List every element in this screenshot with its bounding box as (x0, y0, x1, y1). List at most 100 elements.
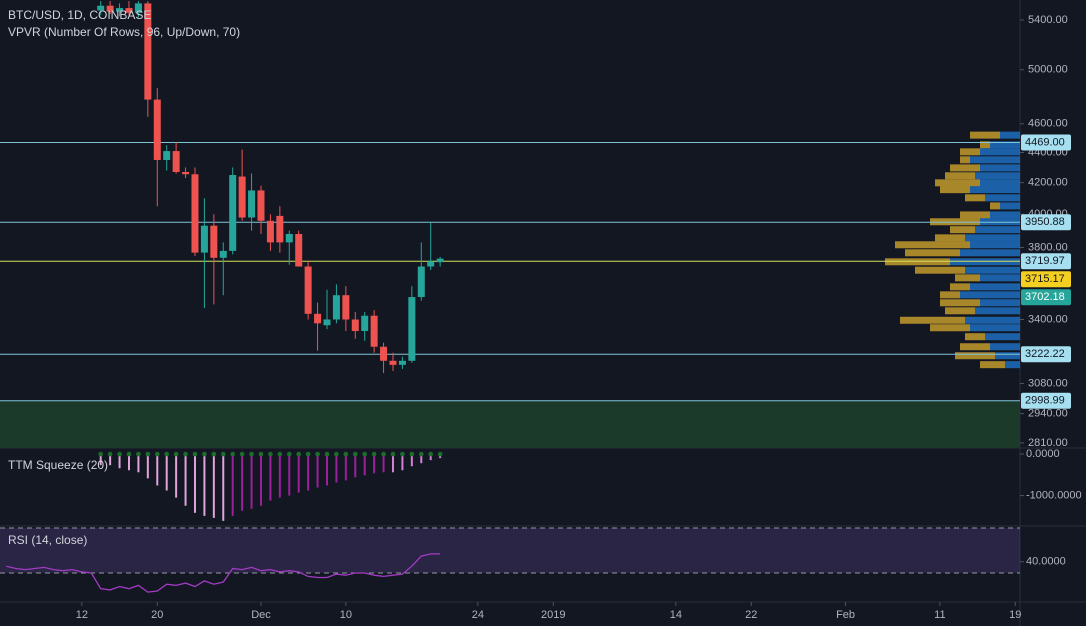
squeeze-dot (400, 451, 405, 457)
vpvr-up (970, 156, 1020, 164)
vpvr-up (975, 172, 1020, 180)
vpvr-down (905, 249, 960, 257)
vpvr-down (940, 291, 960, 299)
squeeze-dot (249, 451, 254, 457)
vpvr-down (965, 333, 985, 341)
price-badge (1021, 253, 1071, 270)
x-tick-label: 19 (1009, 609, 1021, 621)
vpvr-down (945, 172, 975, 180)
vpvr-up (965, 316, 1020, 324)
price-badge (1021, 289, 1071, 306)
candle-body (134, 3, 142, 13)
candle-body (342, 295, 350, 320)
squeeze-dot (371, 451, 377, 457)
rsi-band (0, 528, 1020, 573)
vpvr-up (1000, 202, 1020, 210)
legend-title: TTM Squeeze (20) (8, 458, 108, 472)
vpvr-up (980, 274, 1020, 282)
squeeze-dot (230, 451, 236, 457)
candle-body (436, 258, 444, 263)
squeeze-dot (352, 451, 358, 457)
vpvr-down (940, 186, 970, 194)
candle-body (370, 315, 378, 347)
x-tick-label: Feb (836, 609, 855, 621)
squeeze-dot (315, 451, 320, 457)
vpvr-down (950, 226, 975, 234)
vpvr-down (885, 258, 950, 266)
vpvr-down (940, 299, 980, 307)
vpvr-up (980, 164, 1020, 172)
squeeze-dot (334, 451, 339, 457)
y-tick-label: 2940.00 (1028, 408, 1068, 420)
vpvr-down (950, 283, 970, 291)
candle-body (295, 233, 303, 267)
squeeze-dot (98, 451, 103, 457)
candle-body (172, 151, 180, 172)
candle-body (248, 190, 256, 218)
vpvr-down (950, 164, 980, 172)
candle-body (153, 99, 161, 160)
x-tick-label: 12 (76, 609, 88, 621)
candle-body (200, 225, 208, 253)
vpvr-up (965, 234, 1020, 242)
candle-body (389, 360, 397, 365)
vpvr-up (985, 333, 1020, 341)
squeeze-dot (258, 451, 264, 457)
vpvr-up (980, 218, 1020, 226)
legend-title: BTC/USD, 1D, COINBASE (8, 8, 151, 22)
vpvr-down (915, 266, 965, 274)
candle-body (266, 220, 274, 243)
squeeze-dot (220, 451, 226, 457)
candle-body (408, 297, 416, 361)
vpvr-up (965, 266, 1020, 274)
vpvr-up (980, 148, 1020, 156)
vpvr-up (990, 141, 1020, 149)
candle-body (106, 5, 114, 12)
squeeze-dot (202, 451, 207, 457)
squeeze-dot (305, 451, 311, 457)
vpvr-down (900, 316, 965, 324)
price-badge-label: 3715.17 (1025, 273, 1065, 285)
y-tick-label: 3400.00 (1028, 313, 1068, 325)
y-tick-label: 3800.00 (1028, 241, 1068, 253)
vpvr-down (960, 148, 980, 156)
candle-body (125, 8, 133, 13)
x-tick-label: 20 (151, 609, 163, 621)
x-tick-label: 2019 (541, 609, 565, 621)
candle-body (238, 176, 246, 218)
vpvr-up (970, 241, 1020, 249)
candle-body (380, 346, 388, 361)
vpvr-down (980, 141, 990, 149)
vpvr-down (970, 131, 1000, 139)
vpvr-up (970, 186, 1020, 194)
vpvr-down (935, 234, 965, 242)
candle-body (219, 250, 227, 258)
squeeze-dot (390, 451, 396, 457)
vpvr-up (960, 249, 1020, 257)
candle-body (191, 174, 199, 253)
vpvr-up (1000, 131, 1020, 139)
candle-body (332, 295, 340, 320)
candle-body (144, 3, 152, 100)
squeeze-dot (418, 451, 424, 457)
x-tick-label: 22 (745, 609, 757, 621)
squeeze-dot (428, 451, 434, 457)
vpvr-up (985, 194, 1020, 202)
candle-body (210, 225, 218, 258)
vpvr-down (980, 361, 1005, 369)
candle-body (417, 266, 425, 298)
squeeze-dot (343, 451, 349, 457)
squeeze-dot (362, 451, 368, 457)
price-badge-label: 3702.18 (1025, 291, 1065, 303)
squeeze-dot (192, 451, 198, 457)
squeeze-dot (239, 451, 245, 457)
price-badge-label: 3719.97 (1025, 255, 1065, 267)
vpvr-down (990, 202, 1000, 210)
x-tick-label: 11 (934, 609, 945, 621)
price-badge (1021, 214, 1071, 231)
squeeze-dot (381, 451, 386, 457)
squeeze-dot (164, 451, 169, 457)
vpvr-up (990, 343, 1020, 351)
